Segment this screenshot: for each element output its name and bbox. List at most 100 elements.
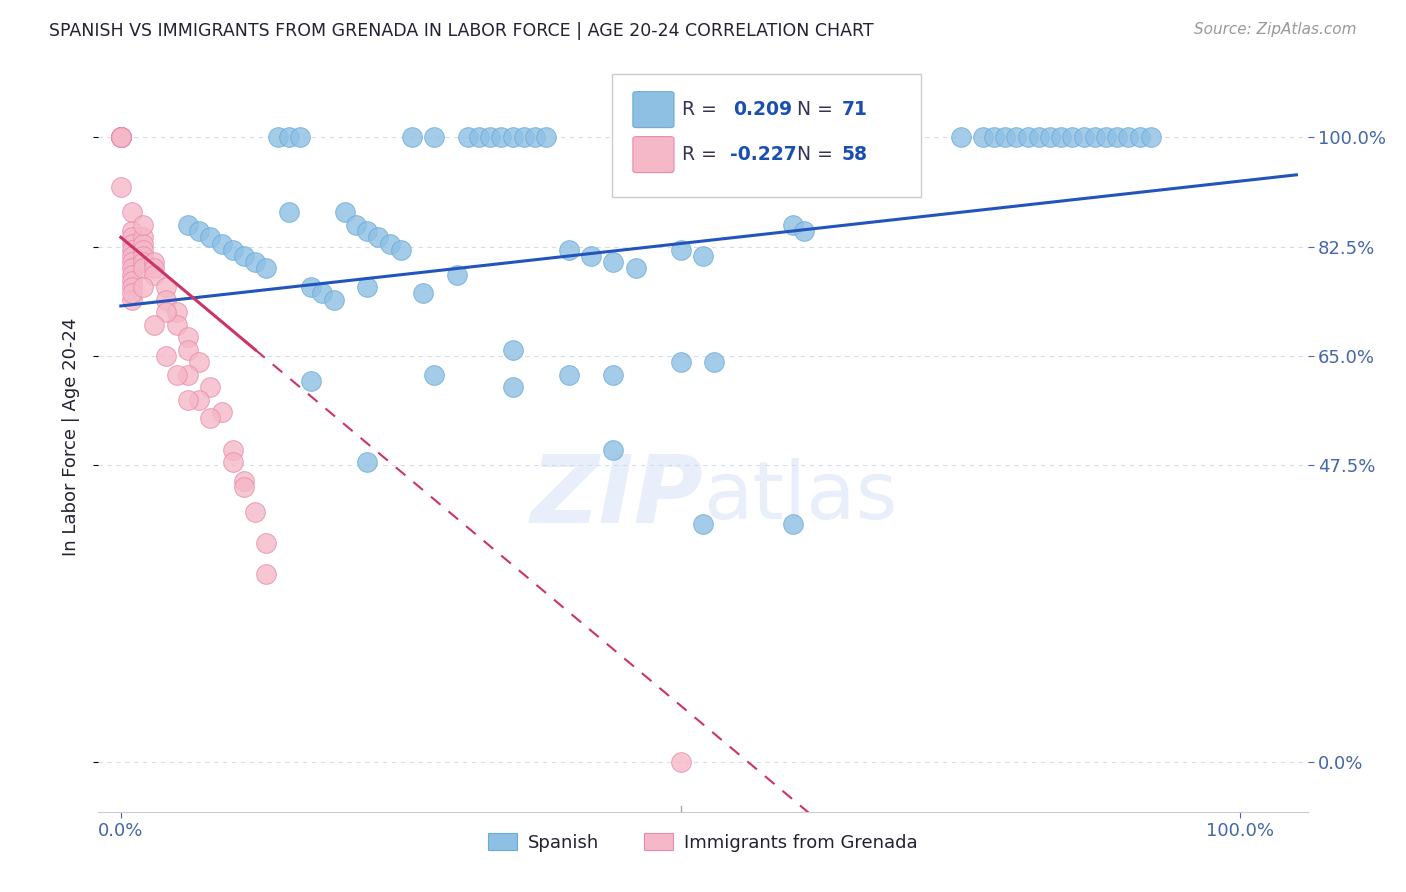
Point xyxy=(177,392,200,407)
Point xyxy=(1095,130,1118,145)
Text: 71: 71 xyxy=(842,100,868,120)
Point xyxy=(121,274,143,288)
Point xyxy=(536,130,558,145)
Point xyxy=(983,130,1005,145)
Y-axis label: In Labor Force | Age 20-24: In Labor Force | Age 20-24 xyxy=(62,318,80,557)
Point xyxy=(177,368,200,382)
Point xyxy=(200,380,222,394)
Point xyxy=(110,130,132,145)
Point xyxy=(491,130,513,145)
Point xyxy=(579,249,602,263)
Point xyxy=(166,305,188,319)
Point xyxy=(277,130,299,145)
Point xyxy=(1039,130,1062,145)
Point xyxy=(132,249,155,263)
Point xyxy=(557,368,579,382)
Point xyxy=(446,268,468,282)
Point xyxy=(356,455,378,469)
Point xyxy=(254,261,277,276)
Point xyxy=(243,255,266,269)
Point xyxy=(132,236,155,251)
Point xyxy=(782,517,804,532)
Point xyxy=(243,505,266,519)
Point xyxy=(121,205,143,219)
Point xyxy=(972,130,994,145)
Point xyxy=(793,224,815,238)
Text: ZIP: ZIP xyxy=(530,451,703,543)
Text: 58: 58 xyxy=(842,145,868,164)
Point xyxy=(121,224,143,238)
Text: atlas: atlas xyxy=(703,458,897,536)
Point xyxy=(1005,130,1028,145)
Point xyxy=(132,261,155,276)
Point xyxy=(624,261,647,276)
Point xyxy=(233,474,256,488)
Point xyxy=(121,286,143,301)
Point xyxy=(121,230,143,244)
Point xyxy=(211,405,233,419)
Point xyxy=(669,755,692,769)
Point xyxy=(602,368,624,382)
Point xyxy=(378,236,401,251)
Point xyxy=(1140,130,1163,145)
Point xyxy=(457,130,479,145)
Text: Source: ZipAtlas.com: Source: ZipAtlas.com xyxy=(1194,22,1357,37)
Point xyxy=(513,130,536,145)
Text: 0.209: 0.209 xyxy=(734,100,793,120)
Point xyxy=(502,380,524,394)
Point xyxy=(692,517,714,532)
Point xyxy=(344,218,367,232)
Point xyxy=(143,261,166,276)
Point xyxy=(110,130,132,145)
Point xyxy=(121,243,143,257)
Point xyxy=(423,368,446,382)
Point xyxy=(1084,130,1107,145)
Point xyxy=(524,130,547,145)
Point xyxy=(502,130,524,145)
Point xyxy=(110,130,132,145)
Text: N =: N = xyxy=(797,100,839,120)
Point xyxy=(121,280,143,294)
Point xyxy=(502,343,524,357)
Point xyxy=(1062,130,1084,145)
Point xyxy=(782,218,804,232)
Legend: Spanish, Immigrants from Grenada: Spanish, Immigrants from Grenada xyxy=(481,826,925,859)
Point xyxy=(155,293,177,307)
Point xyxy=(200,230,222,244)
Point xyxy=(1073,130,1095,145)
Point xyxy=(333,205,356,219)
Text: R =: R = xyxy=(682,145,723,164)
Point xyxy=(121,261,143,276)
Point xyxy=(479,130,502,145)
FancyBboxPatch shape xyxy=(613,74,921,197)
Point xyxy=(557,243,579,257)
Point xyxy=(254,536,277,550)
Point xyxy=(1107,130,1129,145)
Point xyxy=(692,249,714,263)
Point xyxy=(110,180,132,194)
Point xyxy=(222,442,245,457)
Point xyxy=(401,130,423,145)
Text: SPANISH VS IMMIGRANTS FROM GRENADA IN LABOR FORCE | AGE 20-24 CORRELATION CHART: SPANISH VS IMMIGRANTS FROM GRENADA IN LA… xyxy=(49,22,875,40)
Point xyxy=(311,286,333,301)
Point xyxy=(132,280,155,294)
Point xyxy=(121,236,143,251)
Point xyxy=(669,355,692,369)
Point xyxy=(233,249,256,263)
Point xyxy=(132,218,155,232)
Point xyxy=(121,249,143,263)
Point xyxy=(412,286,434,301)
Point xyxy=(200,411,222,425)
Point xyxy=(322,293,344,307)
Point xyxy=(299,374,322,388)
Point xyxy=(222,455,245,469)
Point xyxy=(110,130,132,145)
Point xyxy=(110,130,132,145)
Point xyxy=(299,280,322,294)
Point xyxy=(121,293,143,307)
Point xyxy=(143,255,166,269)
Point xyxy=(389,243,412,257)
Point xyxy=(703,355,725,369)
Point xyxy=(132,230,155,244)
Point xyxy=(188,224,211,238)
